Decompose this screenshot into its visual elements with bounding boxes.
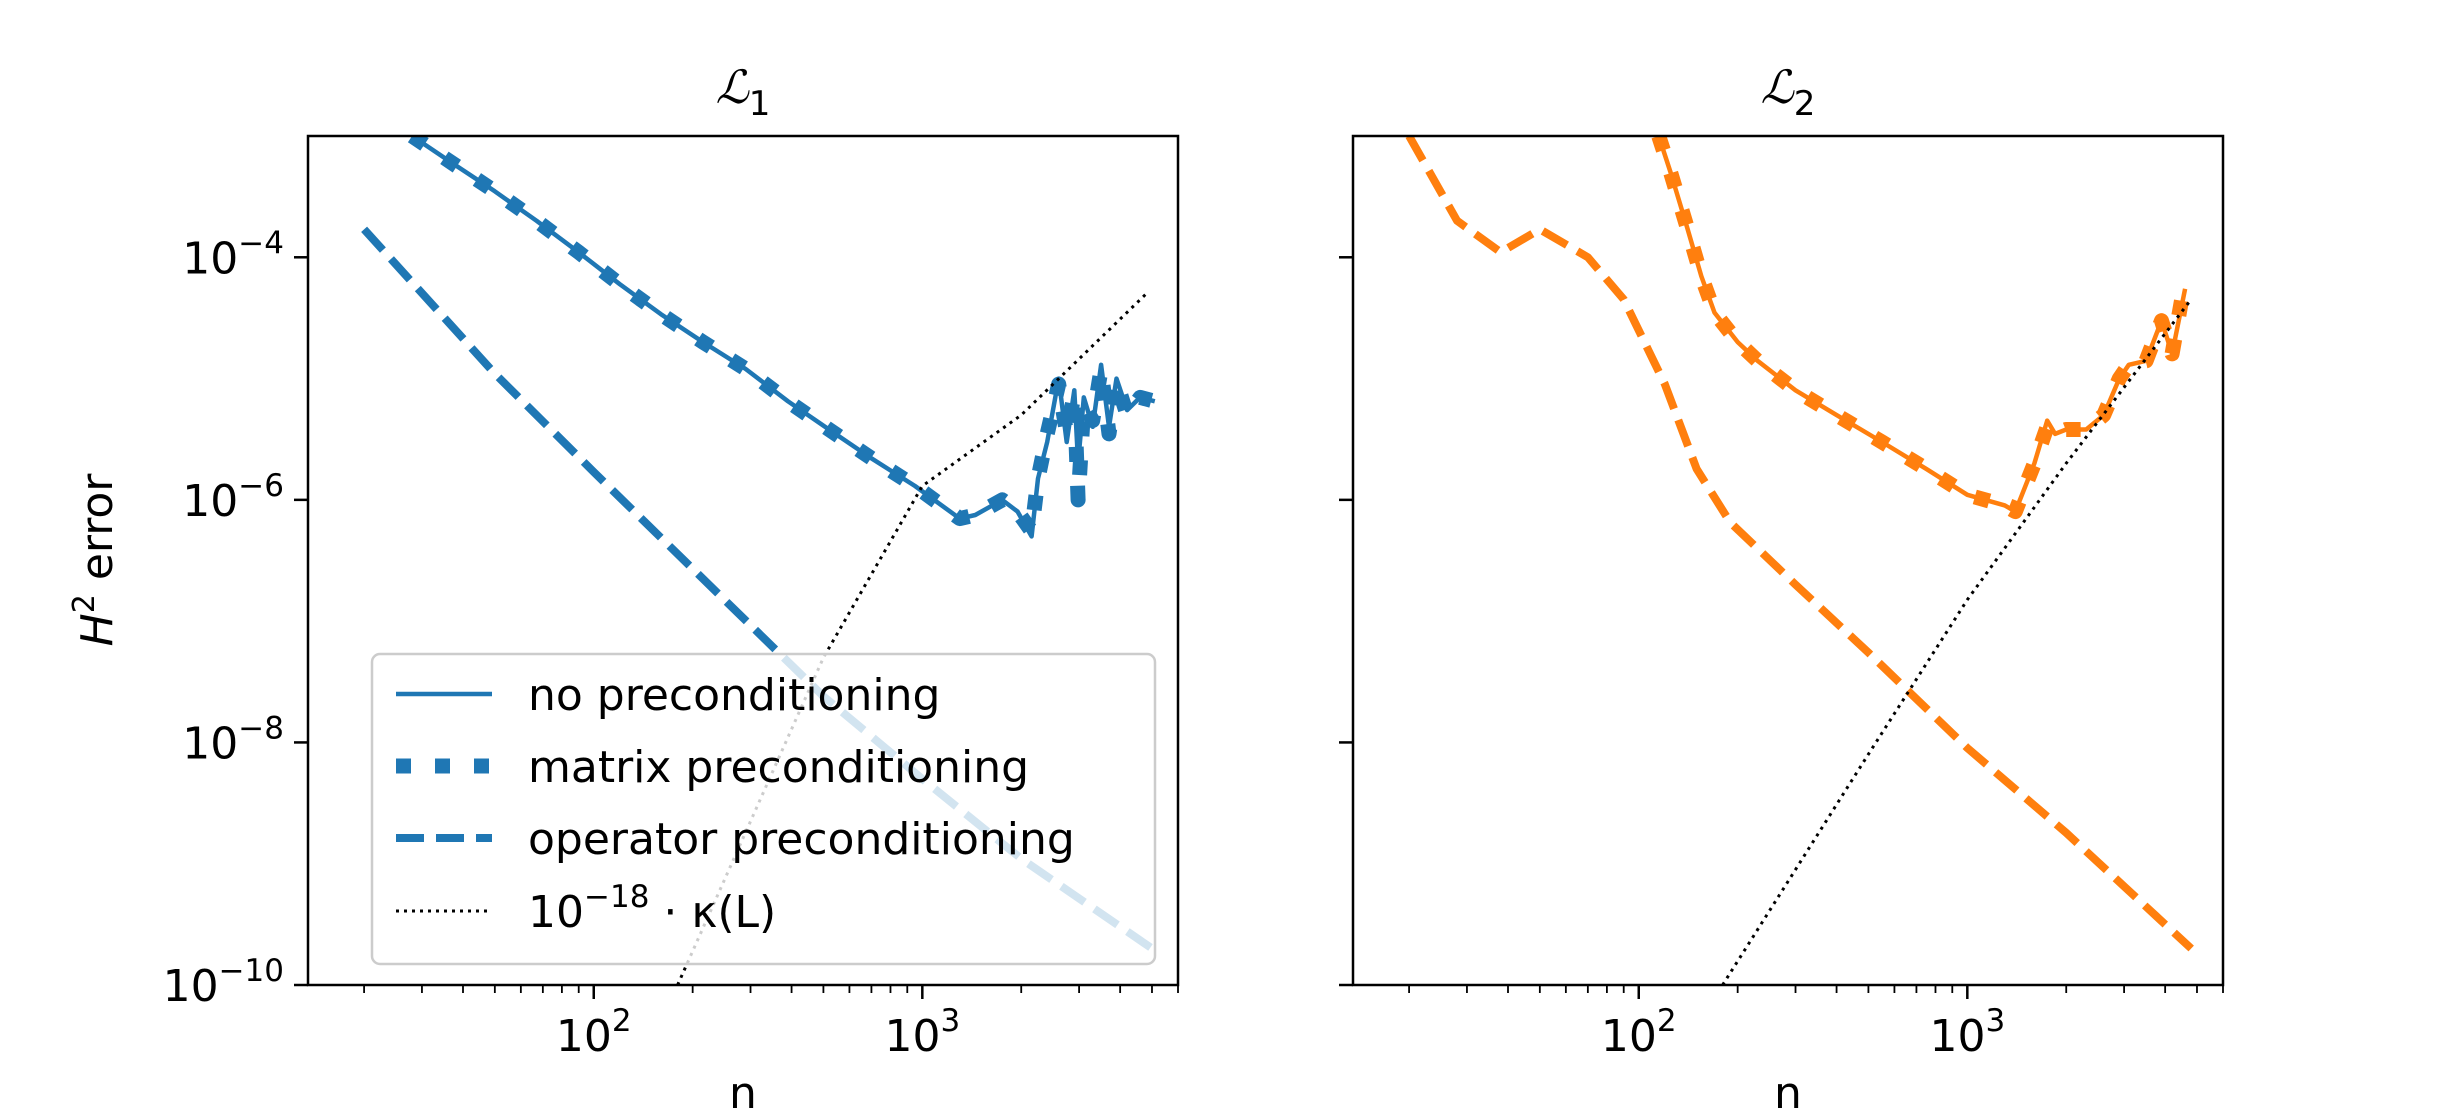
x-axis-ticks: 102 103 — [363, 985, 1179, 1062]
legend-box — [370, 652, 1157, 966]
legend-entry-no-preconditioning: no preconditioning — [396, 670, 940, 721]
y-axis-label: H2 error — [67, 473, 123, 647]
legend-label: matrix preconditioning — [528, 742, 1029, 793]
legend-label: operator preconditioning — [528, 814, 1075, 865]
series-line-matrix-preconditioning — [407, 136, 1157, 539]
series-line-10-l — [1721, 298, 2193, 985]
x-tick-label: 102 — [1601, 1003, 1677, 1062]
series-line-operator-preconditioning — [1405, 136, 2194, 952]
legend-entry-kappa: 10−18 · κ(L) — [396, 879, 776, 938]
legend: no preconditioning matrix preconditionin… — [370, 652, 1157, 966]
x-tick-label: 103 — [1929, 1003, 2005, 1062]
legend-entry-operator-preconditioning: operator preconditioning — [396, 814, 1075, 865]
legend-label: 10−18 · κ(L) — [528, 879, 776, 938]
series-line-matrix-preconditioning — [1651, 136, 2193, 520]
series-line-no-preconditioning — [1656, 136, 2188, 514]
x-tick-label: 102 — [556, 1003, 632, 1062]
series-line-10-l — [676, 292, 1148, 985]
series-line-no-preconditioning — [410, 136, 1156, 539]
x-axis-label: n — [1774, 1068, 1802, 1119]
plot-frame — [306, 134, 1180, 987]
legend-entry-matrix-preconditioning: matrix preconditioning — [396, 742, 1029, 793]
y-tick-label: 10−6 — [182, 468, 284, 527]
y-tick-label: 10−10 — [163, 953, 284, 1012]
panel-left: ℒ1 102 103 10−4 10−6 10−8 10−10 n H2 error n… — [67, 60, 1180, 1119]
x-tick-label: 103 — [884, 1003, 960, 1062]
series-layer — [1405, 136, 2194, 985]
panel-title: ℒ1 — [716, 60, 771, 124]
x-axis-label: n — [729, 1068, 757, 1119]
panel-right: ℒ2 102 103 n — [1339, 60, 2225, 1119]
y-tick-label: 10−4 — [182, 225, 284, 284]
panel-title: ℒ2 — [1761, 60, 1816, 124]
y-axis-ticks — [1339, 256, 1353, 987]
plot-frame — [1351, 134, 2225, 987]
y-tick-label: 10−8 — [182, 710, 284, 769]
x-axis-ticks: 102 103 — [1408, 985, 2224, 1062]
y-axis-ticks: 10−4 10−6 10−8 10−10 — [163, 225, 308, 1012]
legend-label: no preconditioning — [528, 670, 940, 721]
